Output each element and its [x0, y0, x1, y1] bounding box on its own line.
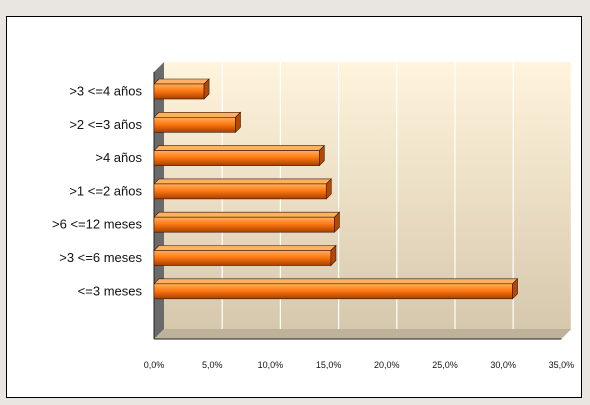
category-label: >4 años — [95, 150, 142, 165]
floor — [154, 329, 572, 339]
category-label: >3 <=4 años — [69, 84, 142, 99]
bar-front-face — [153, 283, 513, 300]
bar-3 — [153, 144, 326, 167]
bar-1 — [153, 78, 210, 100]
x-tick-label: 10,0% — [258, 360, 284, 370]
bar-front-face — [153, 83, 205, 100]
bar-top-face — [153, 112, 242, 118]
bar-top-face — [153, 245, 337, 251]
x-tick-label: 20,0% — [374, 360, 400, 370]
bar-end-face — [512, 278, 518, 300]
category-label: <=3 meses — [78, 283, 143, 298]
category-label: >3 <=6 meses — [59, 250, 142, 265]
bar-2 — [153, 111, 242, 134]
bar-end-face — [330, 244, 337, 267]
axis-labels: >3 <=4 años >2 <=3 años >4 años >1 <=2 años… — [52, 84, 574, 371]
x-tick-label: 25,0% — [432, 360, 458, 370]
bar-end-face — [325, 178, 332, 200]
bar-6 — [153, 244, 337, 267]
bar-top-face — [153, 178, 332, 185]
x-tick-label: 15,0% — [316, 360, 342, 370]
bar-end-face — [235, 111, 241, 134]
bar-4 — [153, 178, 332, 200]
category-label: >1 <=2 años — [69, 183, 142, 198]
bar-front-face — [153, 183, 327, 200]
bar-5 — [153, 211, 341, 233]
bar-7 — [153, 278, 519, 300]
x-tick-label: 30,0% — [490, 360, 516, 370]
bar-top-face — [153, 145, 326, 151]
bar-end-face — [334, 211, 340, 233]
bar-front-face — [153, 250, 332, 266]
bar-top-face — [153, 78, 210, 85]
bar-series — [153, 78, 519, 300]
x-tick-label: 35,0% — [549, 360, 575, 370]
category-label: >6 <=12 meses — [52, 217, 142, 232]
bar-top-face — [153, 278, 519, 285]
bar-end-face — [203, 78, 210, 100]
bar-front-face — [153, 117, 236, 133]
x-tick-label: 5,0% — [202, 360, 223, 370]
bar-front-face — [153, 216, 335, 233]
bar-chart: >3 <=4 años >2 <=3 años >4 años >1 <=2 años… — [52, 62, 574, 371]
x-tick-label: 0,0% — [144, 360, 165, 370]
chart-frame: >3 <=4 años >2 <=3 años >4 años >1 <=2 años… — [6, 16, 582, 398]
bar-end-face — [318, 144, 325, 167]
category-label: >2 <=3 años — [69, 117, 142, 132]
bar-top-face — [153, 211, 341, 218]
bar-front-face — [153, 150, 320, 166]
